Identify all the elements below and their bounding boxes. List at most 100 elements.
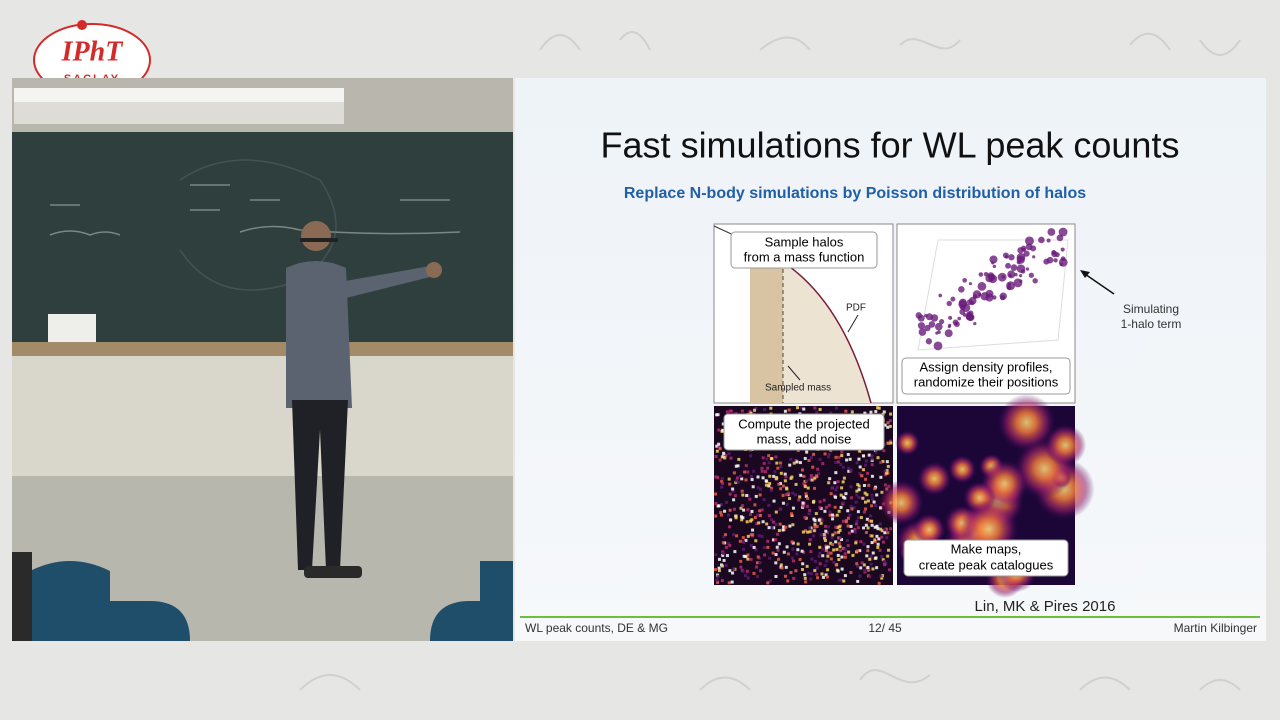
noise-pixel [886, 425, 890, 429]
noise-pixel [813, 525, 817, 529]
noise-pixel [836, 460, 840, 464]
caption-line: Make maps, [951, 541, 1022, 556]
noise-pixel [734, 479, 738, 483]
noise-pixel [865, 493, 869, 497]
noise-pixel [875, 524, 879, 528]
noise-pixel [808, 538, 812, 542]
noise-pixel [720, 481, 724, 485]
noise-pixel [858, 549, 862, 553]
noise-pixel [880, 555, 884, 559]
noise-pixel [744, 538, 748, 542]
noise-pixel [824, 529, 828, 533]
noise-pixel [784, 493, 788, 497]
annotation-arrowhead [1080, 270, 1090, 278]
cube [917, 239, 1069, 351]
noise-pixel [881, 412, 885, 416]
noise-pixel [835, 513, 839, 517]
slide-title: Fast simulations for WL peak counts [601, 125, 1180, 166]
annotation-arrow [1081, 271, 1115, 295]
noise-pixel [885, 460, 889, 464]
noise-pixel [848, 513, 852, 517]
noise-pixel [855, 461, 859, 465]
noise-pixel [771, 538, 775, 542]
noise-pixel [864, 459, 868, 463]
noise-pixel [882, 410, 886, 414]
noise-pixel [870, 457, 874, 461]
noise-pixel [830, 486, 834, 490]
noise-pixel [808, 477, 812, 481]
noise-pixel [732, 471, 736, 475]
noise-pixel [856, 526, 860, 530]
noise-pixel [848, 457, 852, 461]
halo [992, 264, 997, 269]
noise-pixel [754, 406, 758, 410]
noise-pixel [777, 482, 781, 486]
noise-pixel [767, 526, 771, 530]
noise-pixel [758, 561, 762, 565]
noise-pixel [755, 522, 759, 526]
noise-pixel [837, 509, 841, 513]
arm [340, 266, 434, 298]
noise-pixel [757, 521, 761, 525]
noise-pixel [841, 480, 845, 484]
noise-pixel [841, 465, 845, 469]
noise-pixel [844, 409, 848, 413]
noise-pixel [740, 477, 744, 481]
noise-pixel [786, 552, 790, 556]
noise-pixel [849, 496, 853, 500]
noise-pixel [720, 477, 724, 481]
noise-pixel [724, 500, 728, 504]
noise-pixel [868, 557, 872, 561]
noise-pixel [833, 481, 837, 485]
noise-pixel [810, 557, 814, 561]
noise-pixel [762, 461, 766, 465]
noise-pixel [813, 519, 817, 523]
noise-pixel [745, 569, 749, 573]
noise-pixel [834, 540, 838, 544]
noise-pixel [801, 468, 805, 472]
noise-pixel [869, 410, 873, 414]
annotation-line: 1-halo term [1121, 317, 1182, 331]
noise-pixel [789, 570, 793, 574]
noise-pixel [818, 500, 822, 504]
noise-pixel [859, 540, 863, 544]
noise-pixel [862, 563, 866, 567]
halo [948, 315, 953, 320]
noise-pixel [818, 407, 822, 411]
noise-pixel [798, 461, 802, 465]
noise-pixel [811, 465, 815, 469]
noise-pixel [813, 569, 817, 573]
noise-pixel [885, 536, 889, 540]
chalk-ledge [12, 342, 513, 356]
noise-pixel [749, 454, 753, 458]
noise-pixel [804, 494, 808, 498]
noise-pixel [861, 468, 865, 472]
lower-wall [12, 356, 513, 476]
noise-pixel [829, 541, 833, 545]
noise-pixel [756, 475, 760, 479]
noise-pixel [732, 533, 736, 537]
noise-pixel [716, 413, 720, 417]
noise-pixel [745, 494, 749, 498]
noise-pixel [779, 487, 783, 491]
hand [426, 262, 442, 278]
noise-pixel [719, 510, 723, 514]
noise-pixel [767, 484, 771, 488]
panel-peak-caption: Make maps, create peak catalogues [903, 539, 1069, 577]
noise-pixel [749, 475, 753, 479]
noise-pixel [870, 519, 874, 523]
noise-pixel [762, 546, 766, 550]
noise-pixel [887, 568, 891, 572]
noise-pixel [873, 525, 877, 529]
noise-pixel [883, 483, 887, 487]
noise-pixel [818, 506, 822, 510]
noise-pixel [862, 510, 866, 514]
noise-pixel [761, 520, 765, 524]
halo [1028, 272, 1034, 278]
noise-pixel [805, 504, 809, 508]
noise-pixel [861, 496, 865, 500]
noise-pixel [846, 509, 850, 513]
halo [977, 282, 987, 291]
noise-pixel [724, 533, 728, 537]
noise-pixel [833, 531, 837, 535]
